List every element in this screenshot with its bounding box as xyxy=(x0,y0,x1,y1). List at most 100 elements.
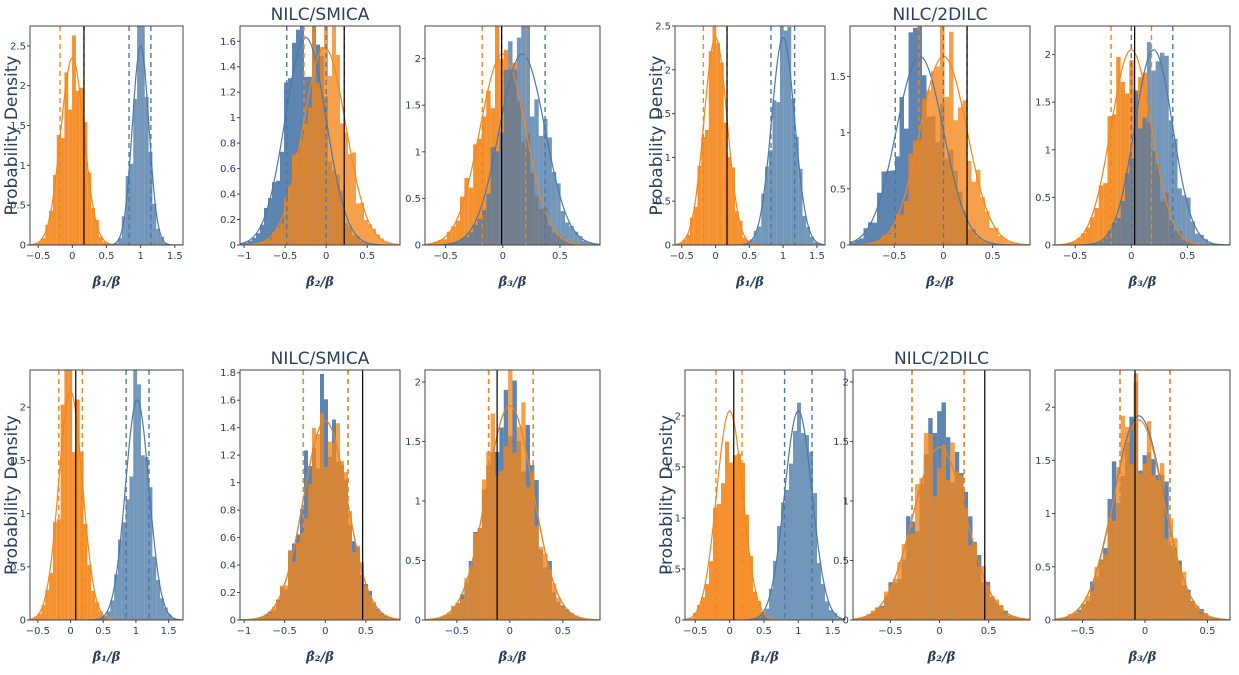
y-tick-label: 2 xyxy=(415,54,421,65)
histogram-bar-orange xyxy=(442,239,447,245)
plot-frame xyxy=(424,369,601,621)
histogram-bar-blue xyxy=(156,580,161,620)
histogram-bar-orange xyxy=(560,606,565,620)
histogram-bar-orange xyxy=(733,455,737,620)
histogram-bar-orange xyxy=(753,591,757,620)
histogram-bar-orange xyxy=(52,522,57,620)
histogram-bar-orange xyxy=(686,234,690,245)
y-tick-label: 0.5 xyxy=(10,201,26,212)
histogram-bar-blue xyxy=(473,224,478,245)
y-tick-label: 0 xyxy=(675,616,681,627)
x-tick-label: −0.5 xyxy=(26,626,50,637)
histogram-bar-orange xyxy=(968,545,973,620)
histogram-bar-blue xyxy=(1133,91,1139,245)
y-tick-label: 2 xyxy=(665,65,671,76)
histogram-bar-blue xyxy=(1164,55,1169,245)
histogram-bar-blue xyxy=(481,210,487,245)
x-axis-label: β̂₃/β xyxy=(1128,650,1157,665)
histogram-bar-orange xyxy=(304,123,308,245)
histogram-bar-orange xyxy=(877,240,882,245)
y-tick-label: 0.5 xyxy=(405,194,421,205)
subplot-bottom-right-2: −0.5 0 0.5 0 0.5 1 1.5 2 β̂₂/β NILC/2DILC xyxy=(833,349,1031,665)
y-tick-label: 0.2 xyxy=(220,588,236,599)
histogram-bar-blue xyxy=(163,243,168,245)
histogram-bar-blue xyxy=(152,556,157,620)
histogram-bar-orange xyxy=(256,618,260,620)
histogram-bar-orange xyxy=(1072,612,1077,620)
histogram-bar-blue xyxy=(837,617,841,620)
histogram-bar-blue xyxy=(917,26,922,245)
histogram-bar-orange xyxy=(716,43,720,245)
histogram-bar-blue xyxy=(798,168,803,245)
x-tick-label: −0.5 xyxy=(670,251,694,262)
subplot-title: NILC/SMICA xyxy=(271,349,370,369)
histogram-bar-blue xyxy=(783,30,788,245)
histogram-bar-orange xyxy=(460,196,465,245)
histogram-bar-orange xyxy=(888,585,893,620)
histogram-bar-orange xyxy=(481,479,487,620)
histogram-bar-blue xyxy=(114,243,118,245)
plot-frame xyxy=(239,369,401,621)
subplot-bottom-left-2: −1 −0.5 0 0.5 0 0.2 0.4 0.6 0.8 1 1.2 1.4 1.6 1.8 β̂₂/… xyxy=(220,349,401,665)
histogram-bar-orange xyxy=(64,72,69,245)
plot-frame xyxy=(684,369,846,621)
histogram-bar-orange xyxy=(102,241,107,245)
histogram-bar-orange xyxy=(376,234,380,245)
histogram-bar-orange xyxy=(989,227,994,245)
histogram-bar-blue xyxy=(859,238,864,245)
histogram-bar-orange xyxy=(503,445,509,620)
histogram-bar-orange xyxy=(875,607,880,620)
histogram-bar-orange xyxy=(1072,241,1077,245)
histogram-bar-blue xyxy=(761,193,765,245)
histogram-bar-blue xyxy=(490,147,495,245)
gaussian-fit-curve-orange xyxy=(675,36,825,245)
histogram-bar-blue xyxy=(560,211,565,245)
plot-area xyxy=(1055,26,1230,245)
histogram-bar-orange xyxy=(1107,116,1112,245)
histogram-bar-orange xyxy=(473,144,478,245)
histogram-bar-blue xyxy=(1151,70,1156,245)
histogram-bar-orange xyxy=(45,589,50,620)
x-tick-label: −0.5 xyxy=(273,626,297,637)
histogram-bar-orange xyxy=(451,226,456,245)
histogram-bar-blue xyxy=(813,493,817,620)
y-tick-label: 0 xyxy=(840,241,846,252)
y-tick-label: 0.8 xyxy=(220,506,236,517)
histogram-bar-orange xyxy=(360,562,364,620)
x-tick-label: 0.5 xyxy=(99,251,115,262)
histogram-bar-orange xyxy=(727,157,732,245)
histogram-bar-orange xyxy=(985,585,991,620)
y-tick-label: 1 xyxy=(843,496,849,507)
histogram-bar-blue xyxy=(817,563,821,620)
histogram-bar-blue xyxy=(486,193,491,245)
histogram-bar-orange xyxy=(1155,480,1160,620)
gaussian-fit-curve-blue xyxy=(30,44,183,245)
histogram-bar-orange xyxy=(392,618,396,620)
histogram-bar-orange xyxy=(372,602,376,620)
x-tick-label: 0.5 xyxy=(358,626,374,637)
histogram-bar-orange xyxy=(709,561,713,620)
histogram-bar-orange xyxy=(372,228,376,245)
histogram-bar-orange xyxy=(976,169,981,245)
histogram-bar-orange xyxy=(742,237,747,245)
y-tick-label: 1.5 xyxy=(833,437,849,448)
histogram-bar-orange xyxy=(260,241,264,245)
y-tick-label: 0.5 xyxy=(830,184,846,195)
x-tick-label: 1 xyxy=(133,626,139,637)
histogram-bar-orange xyxy=(705,584,709,620)
histogram-bar-orange xyxy=(897,562,902,620)
histogram-bar-orange xyxy=(464,177,469,245)
histogram-bar-orange xyxy=(1012,616,1017,620)
histogram-bar-orange xyxy=(525,487,530,620)
histogram-bar-orange xyxy=(87,564,92,620)
histogram-bar-orange xyxy=(697,165,702,245)
histogram-bar-orange xyxy=(1090,590,1095,620)
histogram-bar-blue xyxy=(772,100,777,245)
histogram-bar-blue xyxy=(140,26,145,245)
histogram-bar-blue xyxy=(468,232,474,245)
y-tick-label: 2 xyxy=(675,411,681,422)
histogram-bar-orange xyxy=(95,602,99,620)
x-tick-label: 0 xyxy=(936,626,942,637)
histogram-bar-blue xyxy=(1103,238,1108,245)
x-tick-label: −1 xyxy=(237,251,252,262)
